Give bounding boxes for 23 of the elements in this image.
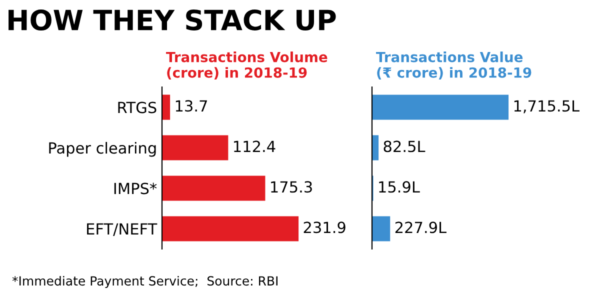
data-label: 13.7 <box>176 100 207 112</box>
y-tick-label: RTGS <box>118 102 156 114</box>
data-label: 231.9 <box>304 222 346 234</box>
chart-subtitle: Transactions Volume (crore) in 2018-19 <box>166 52 328 80</box>
bar <box>162 94 170 120</box>
bar <box>162 135 228 160</box>
y-tick-label: Paper clearing <box>49 142 156 157</box>
data-label: 112.4 <box>234 140 276 152</box>
bar <box>162 176 266 201</box>
chart-title: HOW THEY STACK UP <box>8 9 336 30</box>
bar <box>372 216 390 242</box>
bar <box>372 94 509 120</box>
text: *Immediate Payment Service; Source: RBI <box>12 276 278 288</box>
y-tick-label: EFT/NEFT <box>87 223 158 236</box>
data-label: 82.5L <box>384 140 426 152</box>
bar <box>162 216 299 242</box>
data-label: 1,715.5L <box>514 100 580 114</box>
data-label: 15.9L <box>379 181 420 193</box>
data-label: 227.9L <box>395 222 446 234</box>
data-label: 175.3 <box>271 181 312 193</box>
chart-subtitle: Transactions Value (₹ crore) in 2018-19 <box>376 52 532 80</box>
y-tick-label: IMPS* <box>114 182 157 194</box>
bar <box>372 135 379 160</box>
